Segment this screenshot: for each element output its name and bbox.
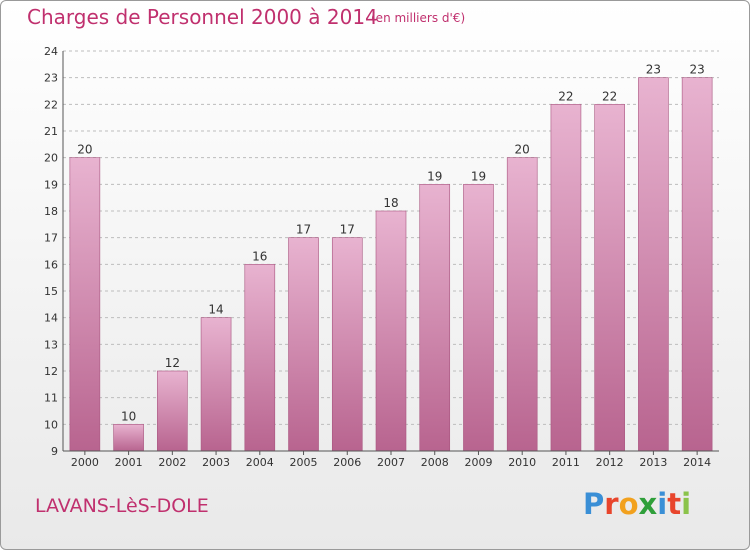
bar-value-label: 22 bbox=[558, 89, 573, 103]
bar-value-label: 22 bbox=[602, 89, 617, 103]
bar bbox=[681, 77, 713, 452]
bar-value-label: 17 bbox=[296, 223, 311, 237]
x-tick-label: 2005 bbox=[290, 456, 318, 469]
x-tick-label: 2001 bbox=[115, 456, 143, 469]
x-tick-label: 2011 bbox=[552, 456, 580, 469]
y-tick-label: 24 bbox=[44, 45, 58, 58]
y-tick-label: 19 bbox=[44, 178, 58, 191]
logo-letter: P bbox=[583, 487, 605, 521]
bar bbox=[113, 424, 144, 452]
bar-value-label: 16 bbox=[252, 249, 267, 263]
bar-value-label: 18 bbox=[383, 196, 398, 210]
bar bbox=[157, 370, 188, 452]
logo-letter: i bbox=[657, 487, 668, 521]
x-tick-label: 2012 bbox=[596, 456, 624, 469]
x-tick-label: 2002 bbox=[158, 456, 186, 469]
y-tick-label: 21 bbox=[44, 125, 58, 138]
bar-value-label: 14 bbox=[208, 303, 223, 317]
bar-value-label: 20 bbox=[515, 143, 530, 157]
bar-value-label: 19 bbox=[427, 169, 442, 183]
y-tick-label: 16 bbox=[44, 258, 58, 271]
y-tick-label: 10 bbox=[44, 418, 58, 431]
logo-letter: r bbox=[604, 487, 619, 521]
bar bbox=[331, 237, 363, 452]
proxiti-logo: Proxiti bbox=[583, 487, 691, 521]
x-tick-label: 2009 bbox=[464, 456, 492, 469]
bar-value-label: 12 bbox=[165, 356, 180, 370]
x-tick-label: 2004 bbox=[246, 456, 274, 469]
bar-value-label: 19 bbox=[471, 169, 486, 183]
bar bbox=[375, 210, 407, 452]
chart-title: Charges de Personnel 2000 à 2014 bbox=[27, 5, 378, 29]
y-tick-label: 15 bbox=[44, 285, 58, 298]
bar bbox=[550, 104, 582, 452]
bar bbox=[69, 157, 101, 452]
x-tick-label: 2003 bbox=[202, 456, 230, 469]
logo-letter: i bbox=[681, 487, 692, 521]
y-tick-label: 22 bbox=[44, 98, 58, 111]
y-tick-label: 20 bbox=[44, 152, 58, 165]
town-name: LAVANS-LèS-DOLE bbox=[35, 495, 209, 517]
bar bbox=[288, 237, 319, 452]
x-tick-label: 2000 bbox=[71, 456, 99, 469]
logo-letter: t bbox=[667, 487, 682, 521]
x-tick-label: 2014 bbox=[683, 456, 711, 469]
bar-value-label: 10 bbox=[121, 409, 136, 423]
bar bbox=[200, 317, 232, 452]
logo-letter: x bbox=[638, 487, 658, 521]
y-tick-label: 23 bbox=[44, 72, 58, 85]
bar-value-label: 23 bbox=[646, 63, 661, 77]
chart-subtitle: (en milliers d'€) bbox=[371, 11, 466, 25]
y-tick-label: 18 bbox=[44, 205, 58, 218]
y-tick-label: 12 bbox=[44, 365, 58, 378]
bar bbox=[463, 184, 494, 452]
y-tick-label: 17 bbox=[44, 232, 58, 245]
x-tick-label: 2006 bbox=[333, 456, 361, 469]
bar bbox=[638, 77, 669, 452]
y-tick-label: 9 bbox=[51, 445, 58, 458]
y-tick-label: 14 bbox=[44, 312, 58, 325]
bar-value-label: 20 bbox=[77, 143, 92, 157]
y-tick-label: 13 bbox=[44, 338, 58, 351]
x-tick-label: 2013 bbox=[639, 456, 667, 469]
x-tick-label: 2007 bbox=[377, 456, 405, 469]
bar-value-label: 17 bbox=[340, 223, 355, 237]
bar bbox=[244, 264, 276, 452]
bar bbox=[506, 157, 538, 452]
bar bbox=[419, 184, 451, 452]
bar-value-label: 23 bbox=[689, 63, 704, 77]
x-tick-label: 2008 bbox=[421, 456, 449, 469]
y-tick-label: 11 bbox=[44, 392, 58, 405]
bar bbox=[594, 104, 625, 452]
logo-letter: o bbox=[618, 487, 639, 521]
x-tick-label: 2010 bbox=[508, 456, 536, 469]
